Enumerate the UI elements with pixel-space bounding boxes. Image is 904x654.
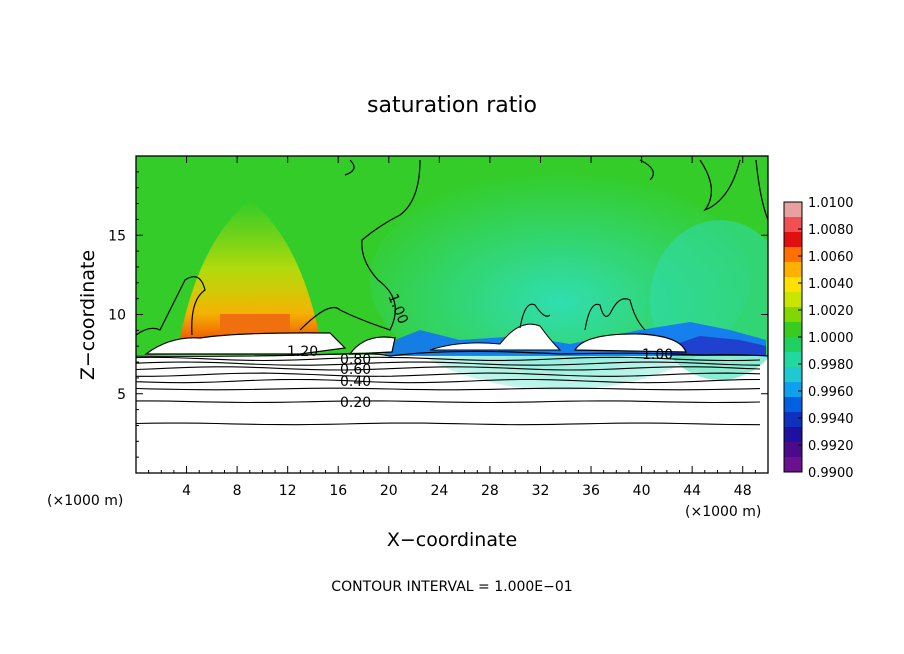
colorbar-tick-label: 1.0040 bbox=[808, 277, 854, 292]
colorbar: 1.0100 1.0080 1.0060 1.0040 1.0020 1.0000 0.99… bbox=[783, 196, 854, 481]
contour-line bbox=[136, 422, 761, 426]
x-unit-label-right: (×1000 m) bbox=[685, 504, 761, 520]
contour-interval-note: CONTOUR INTERVAL = 1.000E−01 bbox=[331, 579, 572, 595]
field-warm-plume bbox=[180, 200, 320, 338]
x-tick-label: 28 bbox=[481, 483, 499, 499]
contour-1.00-cells bbox=[519, 298, 646, 331]
colorbar-swatch bbox=[784, 292, 802, 308]
colorbar-tick-label: 0.9980 bbox=[808, 358, 854, 373]
x-axis-label: X−coordinate bbox=[387, 529, 517, 551]
y-axis-ticks: 5 10 15 bbox=[108, 171, 768, 458]
contour-label-1.20: 1.20 bbox=[287, 344, 318, 360]
x-tick-label: 4 bbox=[182, 483, 191, 499]
colorbar-swatch bbox=[784, 307, 802, 323]
y-tick-label: 10 bbox=[108, 308, 126, 324]
colorbar-swatch bbox=[784, 247, 802, 263]
colorbar-swatch bbox=[784, 427, 802, 443]
x-tick-label: 8 bbox=[233, 483, 242, 499]
contour-label-0.60: 0.60 bbox=[340, 362, 371, 378]
contour-label-0.80: 0.80 bbox=[340, 352, 371, 368]
x-tick-label: 32 bbox=[532, 483, 550, 499]
contour-line bbox=[136, 372, 761, 377]
colorbar-tick-label: 0.9920 bbox=[808, 439, 854, 454]
plot-field bbox=[136, 156, 768, 473]
x-tick-label: 24 bbox=[430, 483, 448, 499]
colorbar-swatch bbox=[784, 202, 802, 218]
colorbar-swatch bbox=[784, 337, 802, 353]
contour-1.00-upper bbox=[136, 159, 768, 336]
x-tick-label: 40 bbox=[633, 483, 651, 499]
colorbar-tick-label: 1.0080 bbox=[808, 223, 854, 238]
colorbar-swatch bbox=[784, 217, 802, 233]
x-tick-label: 16 bbox=[329, 483, 347, 499]
colorbar-swatch bbox=[784, 442, 802, 458]
cloud-pocket-right bbox=[573, 333, 687, 353]
x-tick-label: 44 bbox=[683, 483, 701, 499]
cloud-pocket-left bbox=[144, 332, 347, 355]
colorbar-swatch bbox=[784, 322, 802, 338]
colorbar-swatch bbox=[784, 367, 802, 383]
colorbar-tick-label: 1.0100 bbox=[808, 196, 854, 211]
colorbar-tick-label: 0.9940 bbox=[808, 412, 854, 427]
x-unit-label-left: (×1000 m) bbox=[47, 493, 123, 509]
y-tick-label: 5 bbox=[117, 387, 126, 403]
contour-line bbox=[136, 387, 761, 391]
colorbar-swatch bbox=[784, 277, 802, 293]
chart-title: saturation ratio bbox=[367, 93, 537, 118]
colorbar-swatch bbox=[784, 412, 802, 428]
field-hot-band bbox=[220, 314, 290, 332]
colorbar-swatch bbox=[784, 457, 802, 473]
contour-line bbox=[136, 366, 761, 371]
y-tick-label: 15 bbox=[108, 228, 126, 244]
x-axis-ticks: 4 8 12 16 20 24 28 32 36 40 44 48 bbox=[148, 156, 756, 499]
x-tick-label: 12 bbox=[279, 483, 297, 499]
y-axis-label: Z−coordinate bbox=[77, 250, 99, 380]
colorbar-tick-label: 1.0000 bbox=[808, 331, 854, 346]
colorbar-tick-label: 0.9960 bbox=[808, 385, 854, 400]
contour-label-0.20: 0.20 bbox=[340, 395, 371, 411]
x-tick-label: 20 bbox=[380, 483, 398, 499]
contour-line bbox=[136, 356, 761, 362]
contour-line bbox=[136, 361, 761, 366]
contour-label-0.40: 0.40 bbox=[340, 374, 371, 390]
contour-label-1.00-b: 1.00 bbox=[642, 347, 673, 363]
colorbar-swatch bbox=[784, 232, 802, 248]
x-tick-label: 48 bbox=[734, 483, 752, 499]
contour-line bbox=[136, 378, 761, 384]
colorbar-swatch bbox=[784, 352, 802, 368]
field-blue-band-dark bbox=[670, 336, 766, 356]
colorbar-swatch bbox=[784, 262, 802, 278]
colorbar-swatch bbox=[784, 382, 802, 398]
contour-line bbox=[136, 400, 761, 404]
contour-1.00-band bbox=[136, 350, 768, 357]
cloud-pocket-mid bbox=[348, 336, 396, 355]
colorbar-tick-label: 0.9900 bbox=[808, 466, 854, 481]
colorbar-tick-label: 1.0020 bbox=[808, 304, 854, 319]
x-tick-label: 36 bbox=[582, 483, 600, 499]
contour-lines bbox=[136, 356, 761, 426]
colorbar-tick-label: 1.0060 bbox=[808, 250, 854, 265]
colorbar-swatch bbox=[784, 397, 802, 413]
